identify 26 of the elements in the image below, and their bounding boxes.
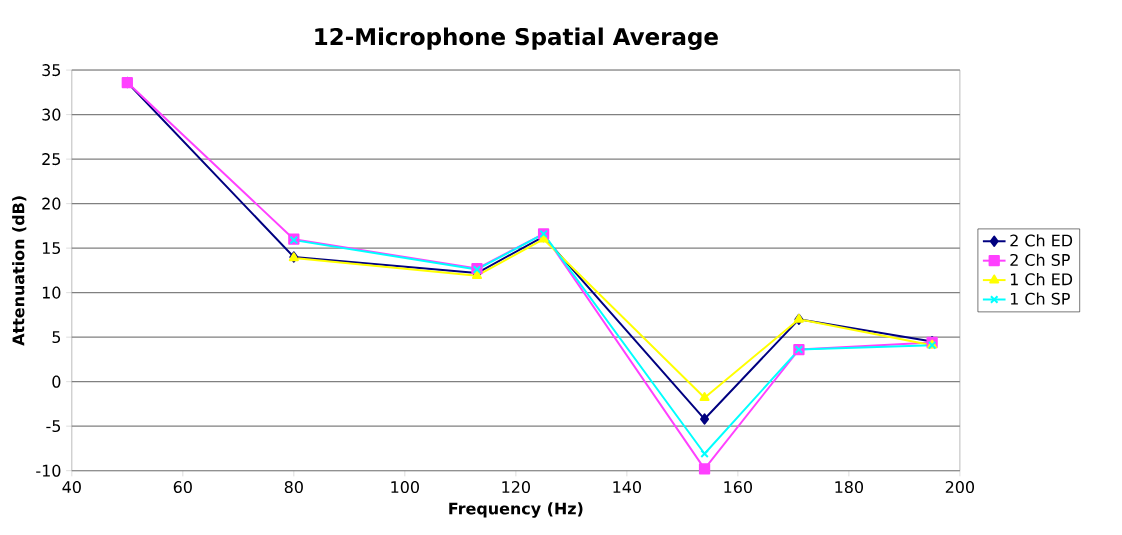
x-tick-label: 40 (62, 481, 81, 494)
y-tick-label: 35 (42, 64, 61, 77)
y-tick-label: 20 (42, 197, 61, 210)
y-tick-label: 0 (52, 375, 61, 388)
legend-label: 1 Ch ED (1010, 273, 1073, 286)
x-tick-label: 140 (613, 481, 641, 494)
x-axis-title: Frequency (Hz) (449, 502, 583, 518)
y-tick-label: 15 (42, 242, 61, 255)
x-tick-label: 100 (391, 481, 419, 494)
y-tick-label: -5 (46, 420, 61, 433)
x-tick-label: 120 (502, 481, 530, 494)
y-tick-label: 30 (42, 108, 61, 121)
y-tick-label: 5 (52, 331, 61, 344)
legend-label: 2 Ch SP (1010, 253, 1070, 267)
x-tick-label: 60 (173, 481, 192, 494)
chart-title: 12-Microphone Spatial Average (315, 27, 718, 50)
x-tick-label: 180 (835, 481, 864, 494)
x-tick-label: 200 (945, 481, 975, 494)
y-axis-title: Attenuation (dB) (12, 196, 27, 346)
x-tick-label: 80 (284, 481, 303, 494)
x-tick-label: 160 (724, 481, 752, 494)
legend-label: 2 Ch ED (1010, 234, 1073, 247)
y-tick-label: 10 (42, 286, 61, 299)
y-tick-label: -10 (36, 464, 61, 477)
legend-label: 1 Ch SP (1010, 292, 1070, 305)
y-tick-label: 25 (42, 153, 61, 166)
